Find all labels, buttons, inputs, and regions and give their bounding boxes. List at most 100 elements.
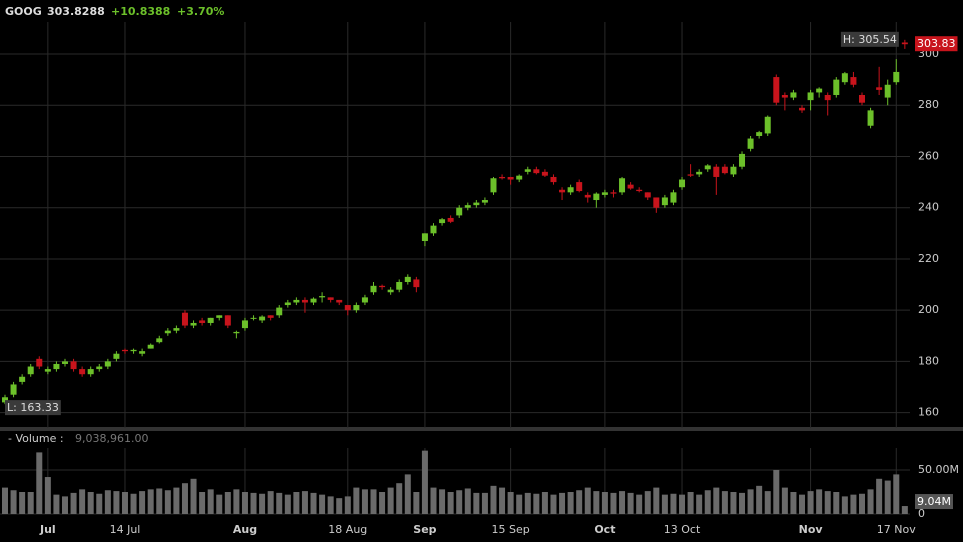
candle-body <box>636 189 643 192</box>
volume-bar <box>859 493 865 514</box>
change-pct: +3.70% <box>177 5 224 18</box>
candle-body <box>670 192 677 203</box>
candle-body <box>713 166 720 177</box>
volume-bar <box>207 489 214 514</box>
volume-bar <box>104 490 111 514</box>
x-tick-label: 18 Aug <box>328 523 367 536</box>
x-tick-label: 15 Sep <box>492 523 530 536</box>
candle-body <box>833 79 840 96</box>
y-tick-label: 180 <box>918 354 939 367</box>
candle-body <box>541 171 548 176</box>
volume-value: 9,038,961.00 <box>75 432 148 445</box>
candle-body <box>661 197 668 206</box>
last-price-label: 303.83 <box>917 37 956 50</box>
candle-body <box>70 361 77 370</box>
volume-bar <box>284 494 291 514</box>
candle-body <box>567 187 574 193</box>
volume-bar <box>250 492 257 514</box>
volume-bar <box>147 489 154 514</box>
candle-body <box>207 317 214 323</box>
candle-body <box>747 138 754 149</box>
volume-bar <box>336 498 343 514</box>
volume-bar <box>850 494 857 514</box>
volume-bar <box>10 490 17 514</box>
candle-body <box>379 285 386 288</box>
candle-body <box>850 77 857 85</box>
last-price: 303.8288 <box>47 5 105 18</box>
volume-bar <box>781 487 788 514</box>
x-tick-label: 14 Jul <box>110 523 141 536</box>
volume-bar <box>216 494 223 514</box>
volume-bar <box>344 496 351 514</box>
volume-bar <box>610 492 617 514</box>
candle-body <box>490 178 497 193</box>
label-box <box>915 36 958 52</box>
volume-bar <box>713 487 720 514</box>
volume-bar <box>790 492 797 514</box>
volume-bar <box>747 489 754 514</box>
y-tick-label: 220 <box>918 252 939 265</box>
volume-bar <box>867 489 874 514</box>
x-tick-label: Aug <box>233 523 257 536</box>
candle-body <box>696 171 703 175</box>
volume-bar <box>824 491 831 514</box>
volume-bar <box>2 487 8 514</box>
volume-bar <box>473 492 480 514</box>
volume-bar <box>841 496 848 514</box>
candle-body <box>396 281 403 290</box>
x-tick-label: Jul <box>39 523 56 536</box>
candle-body <box>361 297 368 303</box>
volume-bar <box>361 489 368 514</box>
candle-body <box>867 110 874 126</box>
candle-body <box>96 366 103 370</box>
volume-bar <box>370 489 377 514</box>
volume-bar <box>121 492 128 514</box>
candle-body <box>807 92 814 101</box>
volume-bar <box>533 493 540 514</box>
volume-bar <box>79 489 86 514</box>
volume-bar <box>164 490 171 514</box>
volume-bar <box>301 491 308 514</box>
volume-bar <box>687 492 694 514</box>
volume-bar <box>696 494 703 514</box>
candle-body <box>439 219 446 224</box>
volume-bar <box>327 496 334 514</box>
volume-bar <box>139 491 146 514</box>
candle-body <box>36 358 43 367</box>
candle-body <box>113 353 120 359</box>
candle-body <box>456 207 463 216</box>
volume-bar <box>644 491 651 514</box>
candle-body <box>27 366 34 375</box>
candle-body <box>87 369 94 375</box>
y-tick-label: 240 <box>918 201 939 214</box>
volume-bar <box>619 491 626 514</box>
candle-body <box>687 174 694 176</box>
volume-bar <box>310 492 317 514</box>
candle-body <box>259 316 266 321</box>
candle-body <box>267 315 274 318</box>
y-tick-label: 50.00M <box>918 463 959 476</box>
volume-bar <box>70 492 77 514</box>
volume-bar <box>404 474 411 514</box>
volume-bar <box>584 487 591 514</box>
volume-bar <box>627 492 634 514</box>
volume-bar <box>267 491 274 514</box>
candle-body <box>284 302 291 306</box>
candle-body <box>781 95 788 98</box>
candle-body <box>293 299 300 303</box>
volume-bar <box>679 494 686 514</box>
candle-body <box>739 153 746 167</box>
candle-body <box>790 92 797 98</box>
volume-bar <box>53 494 60 514</box>
volume-bar <box>559 492 566 514</box>
candle-body <box>327 297 334 300</box>
candle-body <box>593 193 600 201</box>
candle-body <box>653 197 660 208</box>
volume-bar <box>353 487 360 514</box>
x-tick-label: 13 Oct <box>664 523 701 536</box>
candle-body <box>224 315 231 326</box>
label-box <box>840 31 899 47</box>
volume-bar <box>130 493 137 514</box>
x-tick-label: Nov <box>799 523 824 536</box>
